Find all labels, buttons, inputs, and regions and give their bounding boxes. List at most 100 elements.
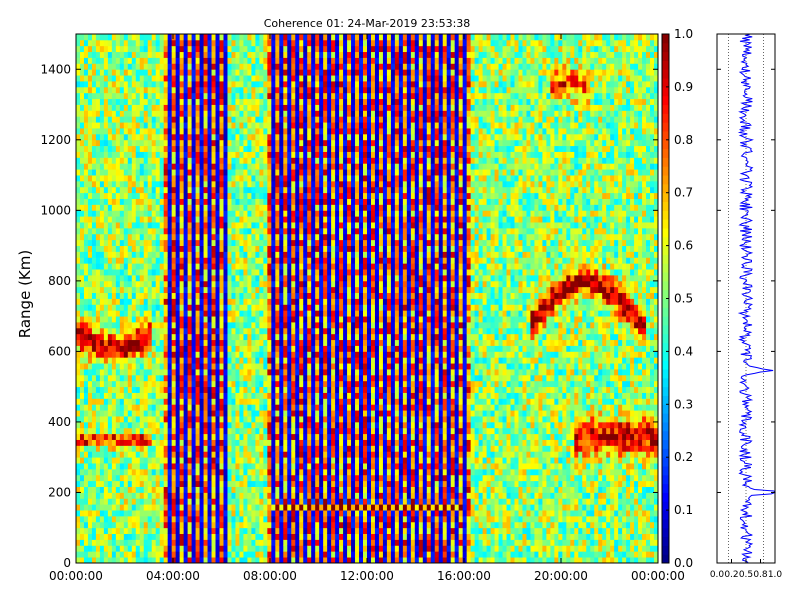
- heatmap-cell: [231, 175, 236, 182]
- heatmap-cell: [215, 539, 220, 546]
- heatmap-cell: [275, 445, 280, 452]
- heatmap-cell: [191, 551, 196, 558]
- heatmap-cell: [119, 257, 125, 264]
- heatmap-cell: [76, 145, 81, 152]
- heatmap-cell: [247, 251, 252, 258]
- heatmap-cell: [127, 98, 133, 105]
- heatmap-cell: [155, 474, 161, 482]
- heatmap-cell: [215, 421, 220, 429]
- heatmap-cell: [76, 486, 81, 493]
- heatmap-cell: [183, 63, 189, 70]
- heatmap-cell: [287, 351, 292, 358]
- heatmap-cell: [163, 239, 169, 246]
- heatmap-cell: [76, 327, 81, 335]
- heatmap-cell: [287, 151, 292, 158]
- heatmap-cell: [95, 468, 101, 476]
- heatmap-cell: [279, 280, 284, 288]
- heatmap-cell: [279, 310, 284, 317]
- heatmap-cell: [167, 151, 173, 158]
- heatmap-cell: [219, 333, 224, 341]
- heatmap-cell: [139, 322, 145, 329]
- heatmap-cell: [267, 63, 272, 70]
- heatmap-cell: [103, 480, 109, 487]
- heatmap-cell: [99, 363, 105, 370]
- heatmap-cell: [183, 380, 189, 388]
- heatmap-cell: [279, 333, 284, 341]
- heatmap-cell: [195, 210, 200, 217]
- heatmap-cell: [151, 527, 157, 535]
- heatmap-cell: [267, 398, 272, 405]
- heatmap-cell: [235, 527, 240, 535]
- heatmap-cell: [139, 86, 145, 94]
- heatmap-cell: [171, 380, 177, 388]
- heatmap-cell: [143, 445, 149, 452]
- heatmap-cell: [199, 551, 204, 558]
- heatmap-cell: [223, 398, 228, 405]
- heatmap-cell: [187, 351, 193, 358]
- heatmap-cell: [159, 245, 165, 252]
- heatmap-cell: [111, 310, 117, 317]
- heatmap-cell: [139, 145, 145, 152]
- heatmap-cell: [243, 374, 248, 382]
- heatmap-cell: [231, 163, 236, 170]
- heatmap-cell: [267, 204, 272, 211]
- heatmap-cell: [143, 304, 149, 311]
- heatmap-cell: [291, 110, 296, 117]
- heatmap-cell: [215, 404, 220, 411]
- heatmap-cell: [155, 468, 161, 476]
- heatmap-cell: [207, 175, 212, 182]
- heatmap-cell: [147, 204, 153, 211]
- heatmap-cell: [143, 116, 149, 123]
- heatmap-cell: [267, 286, 272, 294]
- heatmap-cell: [267, 533, 272, 540]
- heatmap-cell: [203, 480, 208, 487]
- heatmap-cell: [159, 269, 165, 276]
- heatmap-cell: [91, 186, 97, 194]
- heatmap-cell: [115, 292, 121, 299]
- heatmap-cell: [283, 327, 288, 335]
- heatmap-cell: [271, 351, 276, 358]
- heatmap-cell: [199, 527, 204, 535]
- heatmap-cell: [259, 451, 264, 458]
- heatmap-cell: [131, 198, 137, 205]
- heatmap-cell: [191, 104, 196, 111]
- heatmap-cell: [255, 210, 260, 217]
- heatmap-cell: [76, 433, 81, 440]
- heatmap-cell: [167, 410, 173, 417]
- heatmap-cell: [155, 445, 161, 452]
- heatmap-cell: [127, 345, 133, 352]
- heatmap-cell: [227, 133, 232, 141]
- heatmap-cell: [231, 63, 236, 70]
- heatmap-cell: [259, 427, 264, 435]
- heatmap-cell: [95, 110, 101, 117]
- heatmap-cell: [83, 204, 89, 211]
- heatmap-cell: [135, 69, 141, 76]
- heatmap-cell: [171, 269, 177, 276]
- heatmap-cell: [139, 128, 145, 135]
- heatmap-cell: [255, 416, 260, 423]
- heatmap-cell: [163, 180, 169, 188]
- heatmap-cell: [167, 245, 173, 252]
- heatmap-cell: [215, 192, 220, 199]
- heatmap-cell: [107, 386, 113, 393]
- heatmap-cell: [131, 498, 137, 505]
- heatmap-cell: [275, 245, 280, 252]
- heatmap-cell: [255, 286, 260, 294]
- heatmap-cell: [239, 380, 244, 388]
- heatmap-cell: [235, 227, 240, 235]
- heatmap-cell: [87, 533, 93, 540]
- heatmap-cell: [183, 298, 189, 305]
- heatmap-cell: [115, 86, 121, 94]
- heatmap-cell: [155, 227, 161, 235]
- heatmap-cell: [131, 521, 137, 529]
- heatmap-cell: [76, 245, 81, 252]
- heatmap-cell: [187, 45, 193, 53]
- heatmap-cell: [99, 433, 105, 440]
- heatmap-cell: [79, 269, 85, 276]
- heatmap-cell: [131, 81, 137, 88]
- heatmap-cell: [103, 510, 109, 517]
- heatmap-cell: [143, 192, 149, 199]
- heatmap-cell: [203, 386, 208, 393]
- heatmap-cell: [127, 180, 133, 188]
- heatmap-cell: [195, 110, 200, 117]
